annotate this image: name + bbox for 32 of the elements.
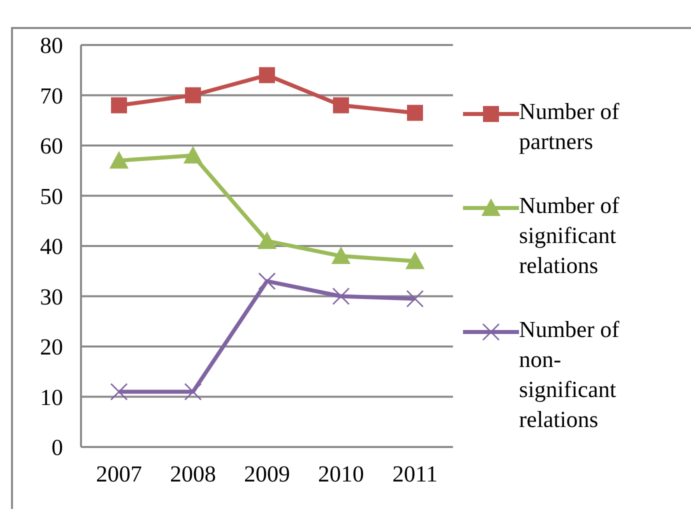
point bbox=[257, 231, 277, 249]
y-tick-label: 40 bbox=[40, 234, 63, 260]
y-tick-label: 20 bbox=[40, 334, 63, 360]
legend-label: Number of non-significant relations bbox=[519, 316, 620, 434]
point bbox=[259, 67, 275, 84]
x-tick-label: 2008 bbox=[170, 461, 216, 486]
y-tick-label: 50 bbox=[40, 184, 63, 209]
point bbox=[184, 382, 202, 400]
x-tick-label: 2007 bbox=[96, 461, 142, 486]
legend-label: Number of significant relations bbox=[519, 192, 620, 280]
point bbox=[111, 97, 127, 114]
legend-label: Number of partners bbox=[519, 98, 620, 156]
y-tick-label: 30 bbox=[40, 284, 63, 310]
x-tick-label: 2011 bbox=[392, 461, 438, 486]
y-tick-label: 60 bbox=[40, 134, 63, 159]
point bbox=[183, 146, 203, 164]
point bbox=[406, 290, 424, 308]
point bbox=[258, 272, 276, 290]
point bbox=[331, 246, 351, 264]
y-tick-label: 0 bbox=[52, 435, 63, 460]
x-tick-label: 2009 bbox=[244, 461, 290, 486]
point bbox=[405, 251, 425, 270]
y-tick-label: 10 bbox=[40, 384, 63, 410]
point bbox=[110, 382, 128, 400]
point bbox=[407, 104, 423, 121]
point bbox=[185, 87, 201, 104]
y-tick-label: 70 bbox=[40, 83, 63, 108]
point bbox=[109, 150, 129, 169]
point bbox=[333, 97, 349, 114]
x-tick-label: 2010 bbox=[318, 461, 364, 486]
y-tick-label: 80 bbox=[40, 33, 63, 58]
point bbox=[332, 288, 350, 305]
